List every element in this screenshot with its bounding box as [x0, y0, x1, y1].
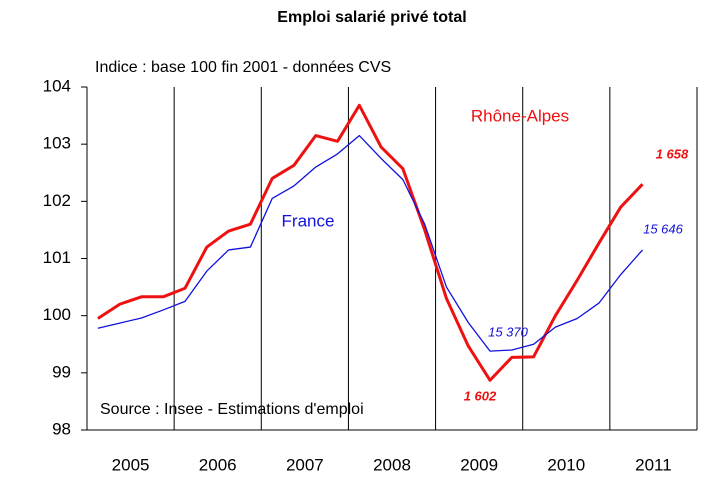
y-tick-label: 104 — [43, 76, 71, 95]
y-tick-label: 98 — [52, 419, 71, 438]
series-line — [97, 103, 644, 382]
y-tick-label: 100 — [43, 305, 71, 324]
annotation: 1 658 — [656, 146, 689, 161]
x-tick-label: 2005 — [112, 455, 150, 474]
source: Source : Insee - Estimations d'emploi — [100, 401, 364, 418]
y-tick-label: 102 — [43, 191, 71, 210]
series-label: France — [282, 211, 335, 230]
y-tick-label: 101 — [43, 248, 71, 267]
x-tick-label: 2010 — [547, 455, 585, 474]
annotation: 15 646 — [643, 221, 684, 236]
x-tick-label: 2007 — [286, 455, 324, 474]
y-tick-label: 99 — [52, 362, 71, 381]
chart-title: Emploi salarié privé total — [277, 9, 466, 26]
y-tick-label: 103 — [43, 134, 71, 153]
subtitle: Indice : base 100 fin 2001 - données CVS — [95, 59, 391, 76]
x-tick-label: 2011 — [635, 455, 672, 474]
annotation: 1 602 — [464, 388, 497, 403]
series-line — [97, 134, 644, 352]
x-tick-label: 2009 — [460, 455, 498, 474]
x-tick-label: 2006 — [199, 455, 237, 474]
series-label: Rhône-Alpes — [471, 106, 569, 125]
x-tick-label: 2008 — [373, 455, 411, 474]
annotation: 15 370 — [488, 324, 529, 339]
